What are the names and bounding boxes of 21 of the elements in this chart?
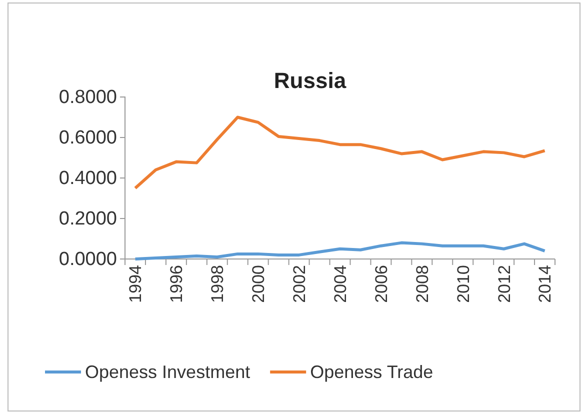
x-tick-label: 2010	[454, 265, 473, 303]
x-tick-label: 1998	[208, 265, 228, 303]
y-tick-label: 0.8000	[58, 87, 117, 108]
legend-label: Openess Investment	[85, 362, 250, 382]
legend-label: Openess Trade	[310, 362, 434, 382]
y-tick-label: 0.0000	[58, 249, 117, 270]
y-tick-label: 0.2000	[58, 208, 117, 230]
x-tick-label: 2002	[290, 265, 309, 303]
x-tick-label: 2006	[372, 265, 391, 303]
x-tick-label: 2008	[412, 265, 432, 303]
x-tick-label: 2014	[536, 265, 555, 303]
x-tick-label: 1994	[126, 265, 146, 303]
x-tick-label: 2004	[330, 265, 350, 303]
x-tick-label: 2012	[494, 265, 514, 303]
x-tick-label: 1996	[167, 265, 186, 303]
line-series	[134, 116, 546, 190]
y-tick-label: 0.6000	[58, 128, 117, 149]
line-series	[134, 241, 546, 260]
chart-title: Russia	[274, 68, 347, 93]
x-tick-label: 2000	[249, 265, 268, 303]
y-tick-label: 0.4000	[58, 168, 117, 190]
